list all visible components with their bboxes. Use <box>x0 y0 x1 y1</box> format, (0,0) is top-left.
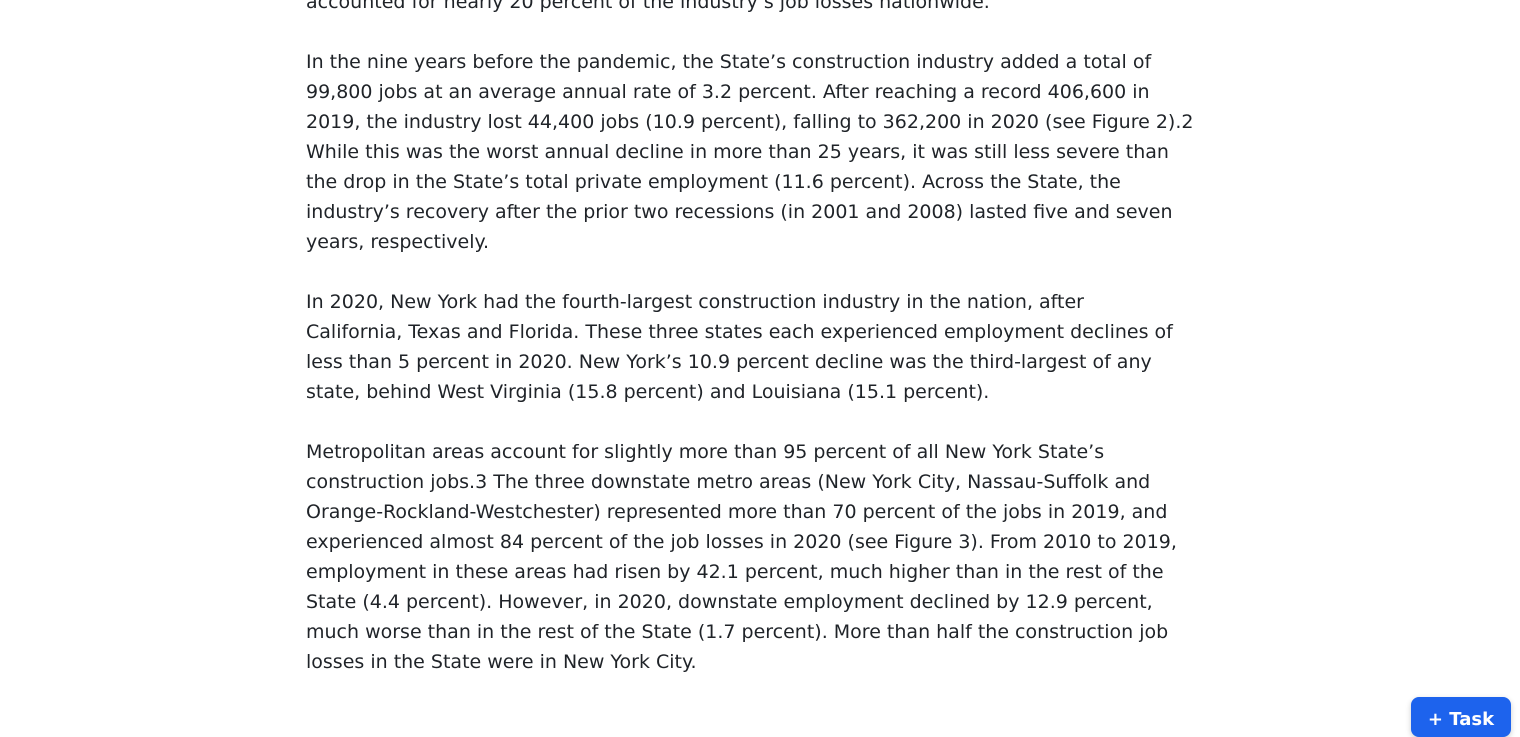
text-line: experienced almost 84 percent of the job… <box>306 531 1177 553</box>
paragraph: accounted for nearly 20 percent of the i… <box>306 0 1206 17</box>
text-line: years, respectively. <box>306 231 490 253</box>
text-line: Metropolitan areas account for slightly … <box>306 441 1105 463</box>
paragraph: In 2020, New York had the fourth-largest… <box>306 287 1206 407</box>
text-line: accounted for nearly 20 percent of the i… <box>306 0 990 13</box>
text-line: 99,800 jobs at an average annual rate of… <box>306 81 1150 103</box>
text-line: state, behind West Virginia (15.8 percen… <box>306 381 990 403</box>
text-line: construction jobs.3 The three downstate … <box>306 471 1151 493</box>
text-line: Orange-Rockland-Westchester) represented… <box>306 501 1168 523</box>
text-line: industry’s recovery after the prior two … <box>306 201 1173 223</box>
text-line: less than 5 percent in 2020. New York’s … <box>306 351 1152 373</box>
text-line: While this was the worst annual decline … <box>306 141 1169 163</box>
task-button[interactable]: + Task <box>1411 697 1511 737</box>
text-line: much worse than in the rest of the State… <box>306 621 1169 643</box>
text-line: State (4.4 percent). However, in 2020, d… <box>306 591 1153 613</box>
text-line: the drop in the State’s total private em… <box>306 171 1121 193</box>
text-line: employment in these areas had risen by 4… <box>306 561 1164 583</box>
text-line: 2019, the industry lost 44,400 jobs (10.… <box>306 111 1194 133</box>
paragraph: In the nine years before the pandemic, t… <box>306 47 1206 257</box>
text-line: losses in the State were in New York Cit… <box>306 651 697 673</box>
paragraph: Metropolitan areas account for slightly … <box>306 437 1206 677</box>
text-line: In 2020, New York had the fourth-largest… <box>306 291 1084 313</box>
text-line: In the nine years before the pandemic, t… <box>306 51 1152 73</box>
document: accounted for nearly 20 percent of the i… <box>306 0 1206 707</box>
text-line: California, Texas and Florida. These thr… <box>306 321 1173 343</box>
